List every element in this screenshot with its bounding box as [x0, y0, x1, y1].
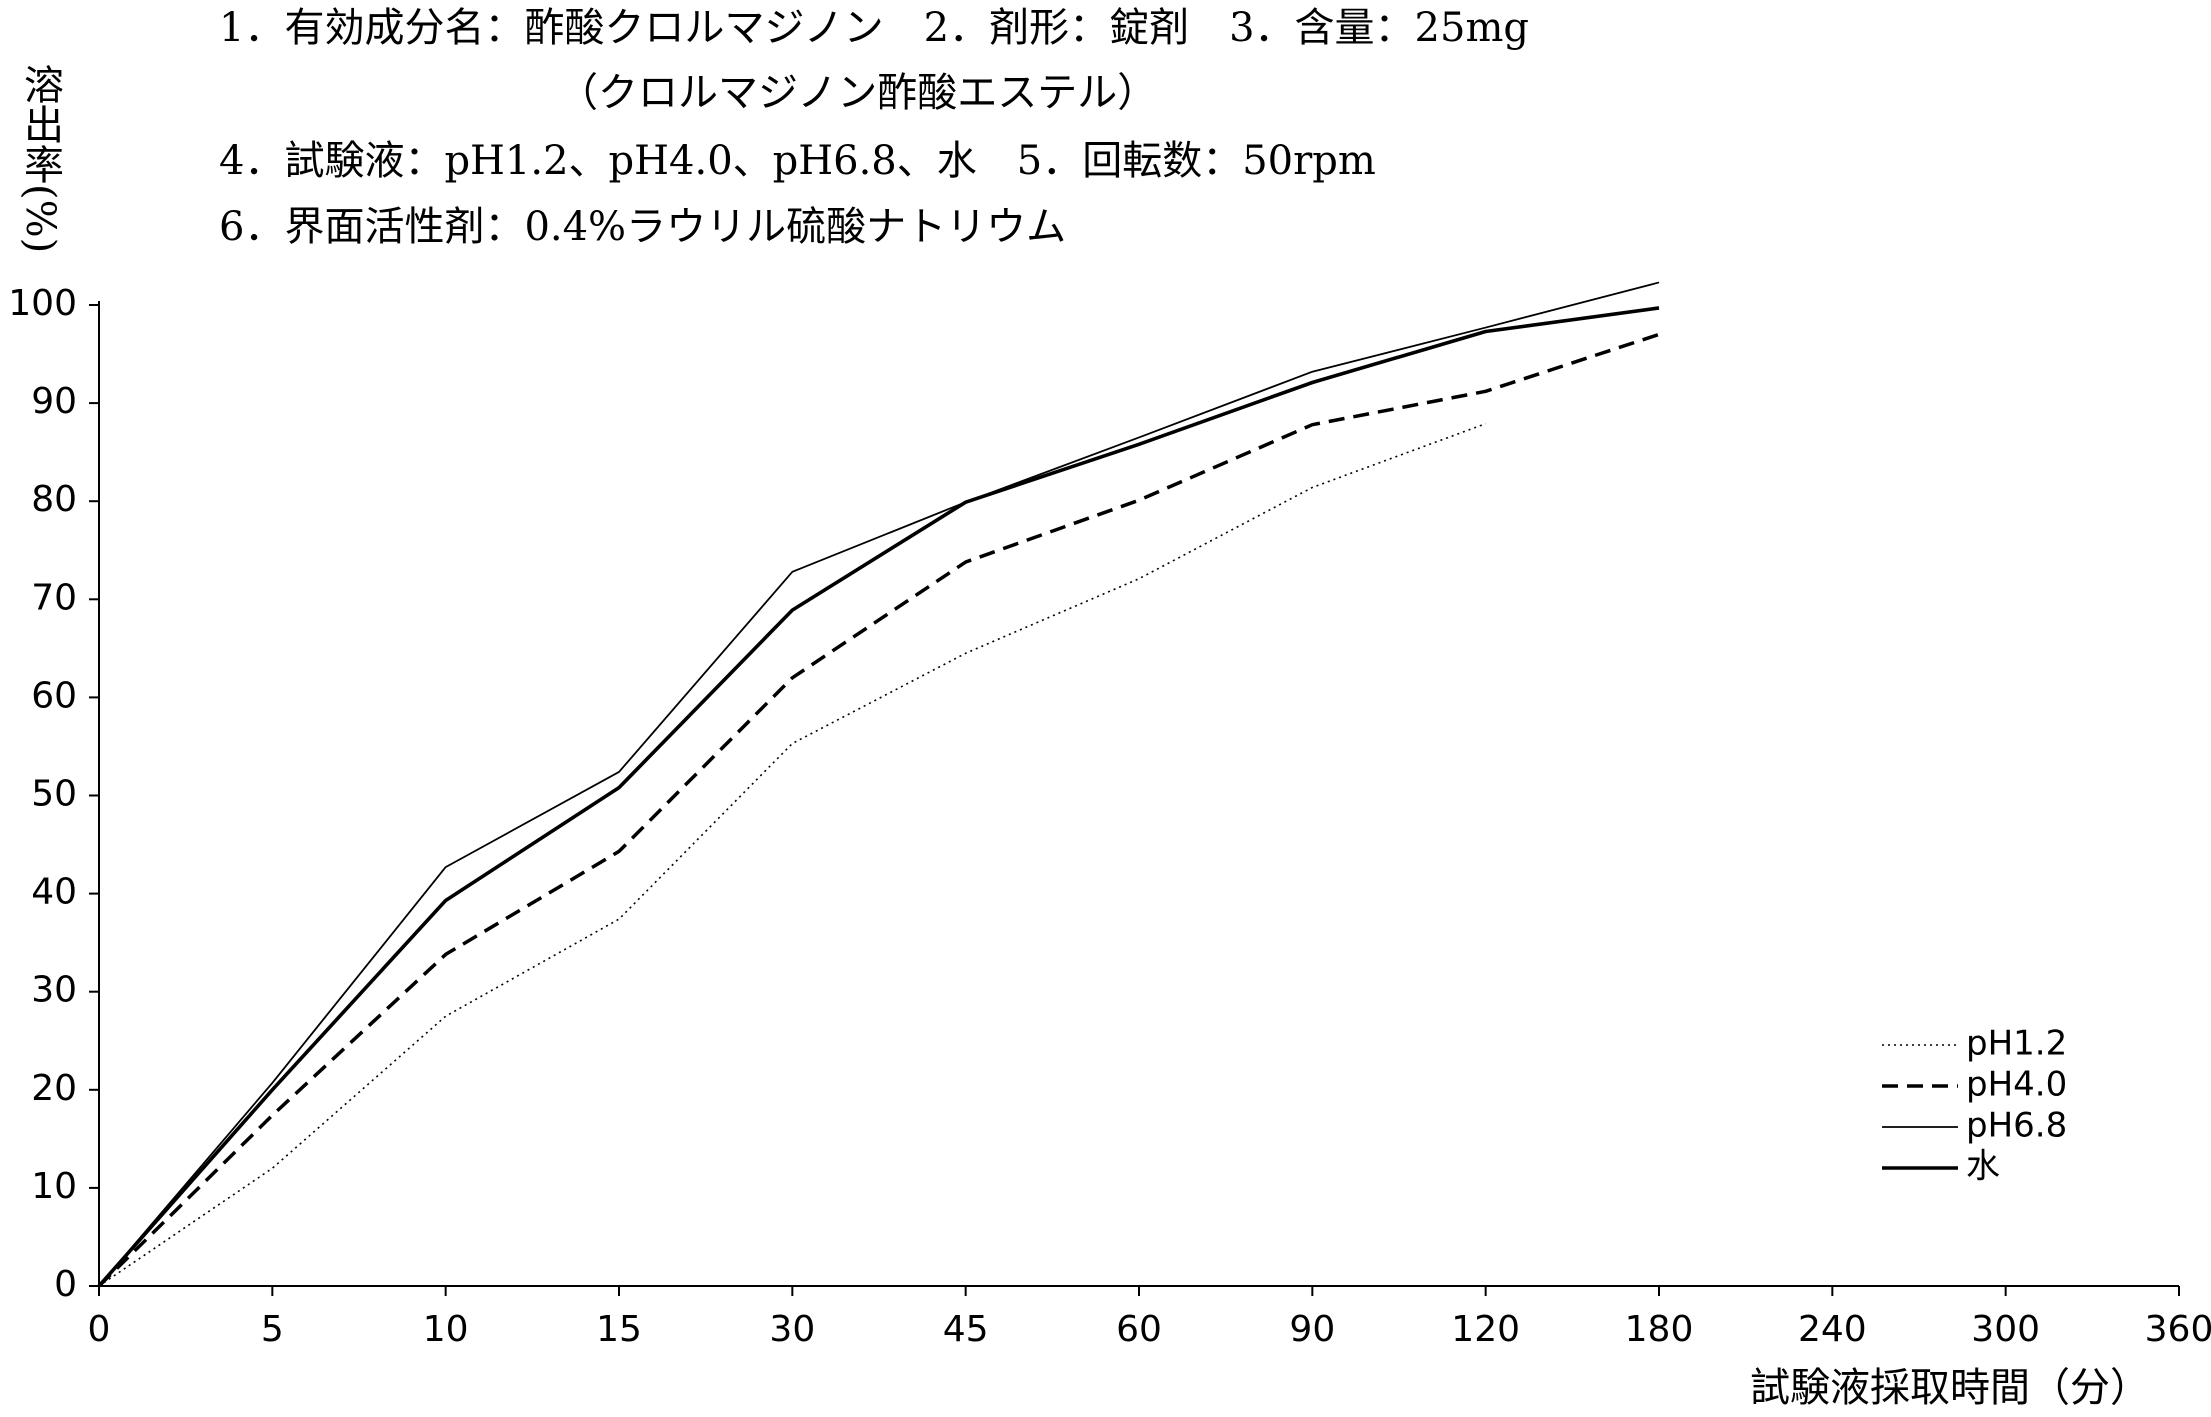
series-line: [97, 332, 1660, 1288]
header-line: 1．有効成分名：酢酸クロルマジノン 2．剤形：錠剤 3．含量：25mg: [219, 5, 1529, 51]
y-tick-label: 50: [31, 774, 77, 815]
y-tick-label: 0: [54, 1264, 77, 1305]
y-tick-label: 40: [31, 872, 77, 913]
x-tick-label: 180: [1625, 1309, 1694, 1350]
x-tick-label: 0: [88, 1309, 111, 1350]
x-tick-label: 300: [1971, 1309, 2040, 1350]
header-line: 6．界面活性剤：0.4%ラウリル硫酸ナトリウム: [219, 204, 1066, 250]
y-tick-label: 70: [31, 577, 77, 618]
x-tick-label: 10: [423, 1309, 469, 1350]
x-tick-label: 15: [596, 1309, 642, 1350]
y-axis-label: 溶出率(%): [17, 64, 63, 253]
x-tick-label: 45: [943, 1309, 989, 1350]
y-tick-label: 100: [8, 283, 77, 324]
series-line: [98, 281, 1660, 1287]
y-tick-label: 80: [31, 479, 77, 520]
legend-label: pH1.2: [1966, 1024, 2067, 1064]
y-tick-label: 60: [31, 675, 77, 716]
x-tick-label: 60: [1116, 1309, 1162, 1350]
x-axis-label: 試験液採取時間（分）: [1750, 1365, 2150, 1411]
header-line: 4．試験液：pH1.2、pH4.0、pH6.8、水 5．回転数：50rpm: [219, 138, 1376, 184]
y-tick-label: 90: [31, 381, 77, 422]
x-tick-label: 240: [1798, 1309, 1867, 1350]
y-tick-label: 30: [31, 970, 77, 1011]
series-line: [98, 422, 1486, 1287]
y-tick-label: 20: [31, 1068, 77, 1109]
legend-label: pH6.8: [1966, 1106, 2067, 1146]
series-line: [97, 306, 1660, 1288]
x-tick-label: 90: [1289, 1309, 1335, 1350]
header-line: （クロルマジノン酢酸エステル）: [558, 70, 1157, 116]
legend-label: 水: [1966, 1147, 2000, 1187]
x-tick-label: 360: [2145, 1309, 2211, 1350]
x-tick-label: 30: [769, 1309, 815, 1350]
legend-label: pH4.0: [1966, 1065, 2067, 1105]
x-tick-label: 5: [261, 1309, 284, 1350]
x-tick-label: 120: [1451, 1309, 1520, 1350]
y-tick-label: 10: [31, 1166, 77, 1207]
